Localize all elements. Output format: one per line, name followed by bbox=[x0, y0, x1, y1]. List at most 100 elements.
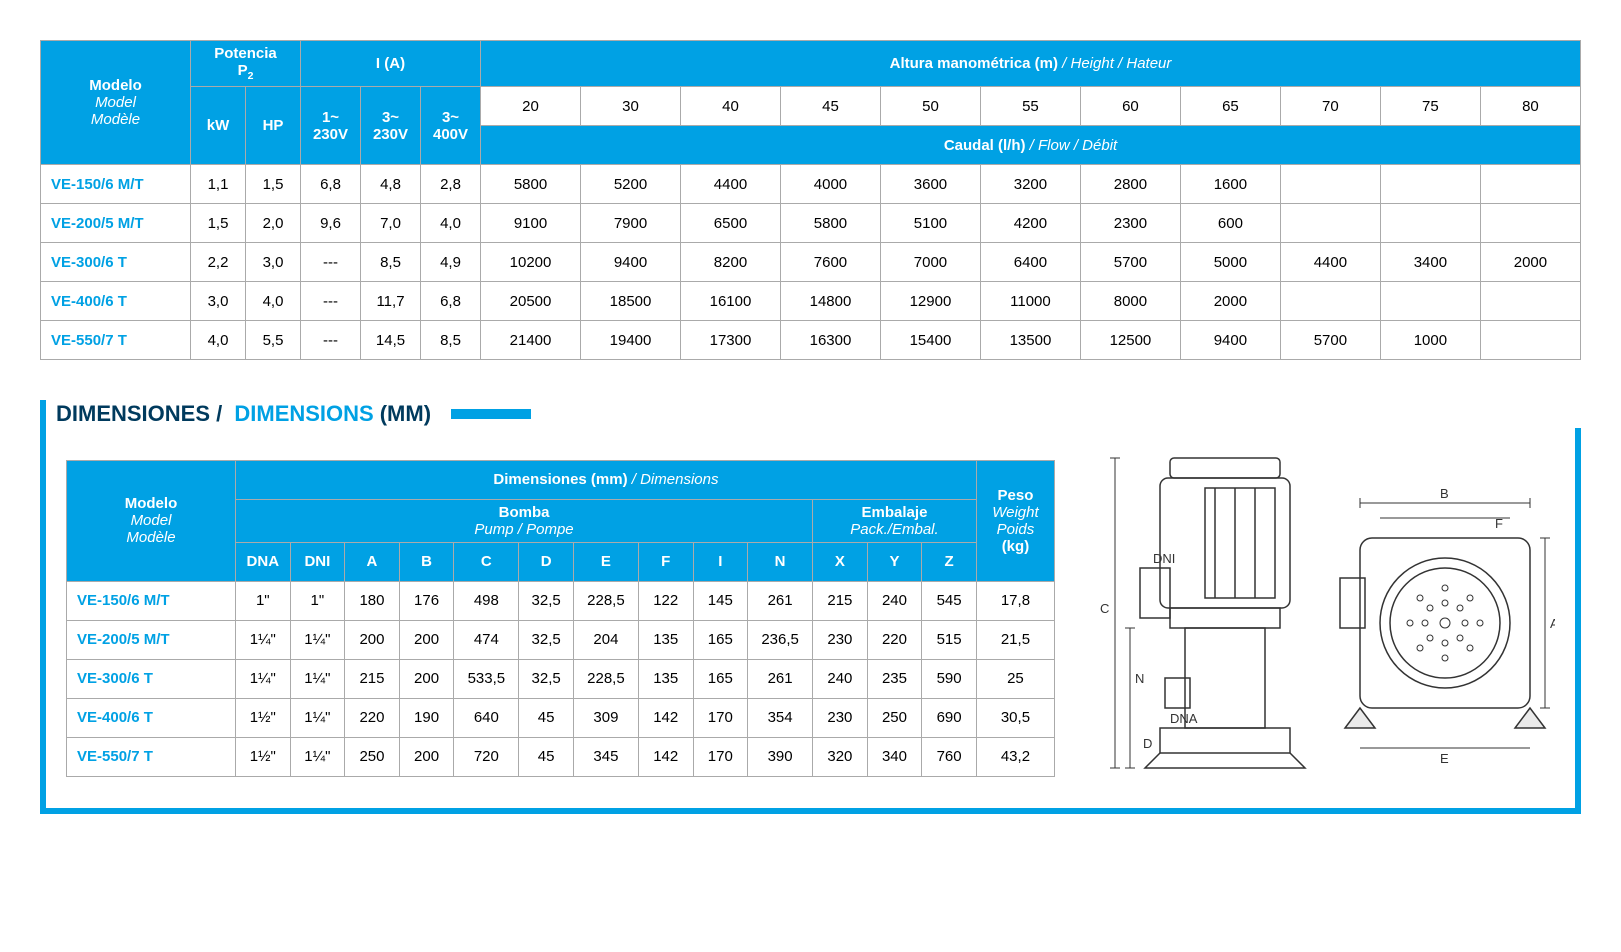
cell: 21400 bbox=[481, 321, 581, 360]
cell bbox=[1280, 165, 1380, 204]
cell: 230 bbox=[813, 698, 868, 737]
table-row: VE-200/5 M/T1,52,09,67,04,09100790065005… bbox=[41, 204, 1581, 243]
cell: 2800 bbox=[1080, 165, 1180, 204]
cell: 1,5 bbox=[246, 165, 301, 204]
cell: 5700 bbox=[1080, 243, 1180, 282]
cell: 240 bbox=[813, 659, 868, 698]
dim-col-x: X bbox=[813, 542, 868, 581]
table-row: VE-550/7 T4,05,5---14,58,521400194001730… bbox=[41, 321, 1581, 360]
cell: 142 bbox=[638, 698, 693, 737]
cell: 9100 bbox=[481, 204, 581, 243]
cell: 165 bbox=[693, 659, 748, 698]
table-row: VE-300/6 T2,23,0---8,54,9102009400820076… bbox=[41, 243, 1581, 282]
diag-label-dna: DNA bbox=[1170, 711, 1198, 726]
cell: 309 bbox=[573, 698, 638, 737]
cell: 250 bbox=[867, 698, 922, 737]
cell: 16300 bbox=[780, 321, 880, 360]
dimensions-table-wrap: ModeloModelModèle Dimensiones (mm) / Dim… bbox=[66, 460, 1055, 777]
cell: 190 bbox=[399, 698, 454, 737]
cell: 45 bbox=[519, 737, 574, 776]
cell: 760 bbox=[922, 737, 977, 776]
cell: 7600 bbox=[780, 243, 880, 282]
diag-label-dni: DNI bbox=[1153, 551, 1175, 566]
cell: 720 bbox=[454, 737, 519, 776]
hdr-model: Modelo Model Modèle bbox=[41, 41, 191, 165]
pump-diagram: C DNI N DNA D A B F E bbox=[1075, 448, 1555, 788]
cell bbox=[1280, 282, 1380, 321]
hv-2: 40 bbox=[681, 87, 781, 126]
dimensions-table: ModeloModelModèle Dimensiones (mm) / Dim… bbox=[66, 460, 1055, 777]
cell: 600 bbox=[1180, 204, 1280, 243]
cell: 1600 bbox=[1180, 165, 1280, 204]
dim-hdr-dims: Dimensiones (mm) / Dimensions bbox=[235, 460, 976, 499]
cell: 545 bbox=[922, 581, 977, 620]
cell: 204 bbox=[573, 620, 638, 659]
cell: --- bbox=[301, 282, 361, 321]
table-row: VE-400/6 T3,04,0---11,76,820500185001610… bbox=[41, 282, 1581, 321]
cell: 13500 bbox=[980, 321, 1080, 360]
cell: 1000 bbox=[1380, 321, 1480, 360]
cell: 17300 bbox=[681, 321, 781, 360]
cell: 2000 bbox=[1480, 243, 1580, 282]
hdr-c1: 1~230V bbox=[301, 87, 361, 165]
dim-col-y: Y bbox=[867, 542, 922, 581]
cell-kg: 25 bbox=[976, 659, 1054, 698]
cell: 15400 bbox=[880, 321, 980, 360]
cell: 3200 bbox=[980, 165, 1080, 204]
cell: 6500 bbox=[681, 204, 781, 243]
cell: 228,5 bbox=[573, 581, 638, 620]
cell: 9400 bbox=[581, 243, 681, 282]
cell: 145 bbox=[693, 581, 748, 620]
table-row: VE-200/5 M/T1¼"1¼"20020047432,5204135165… bbox=[67, 620, 1055, 659]
hdr-c2: 3~230V bbox=[361, 87, 421, 165]
cell: 1" bbox=[290, 581, 345, 620]
diag-label-n: N bbox=[1135, 671, 1144, 686]
cell-model: VE-300/6 T bbox=[67, 659, 236, 698]
cell: 1¼" bbox=[290, 698, 345, 737]
cell bbox=[1280, 204, 1380, 243]
table-row: VE-150/6 M/T1,11,56,84,82,85800520044004… bbox=[41, 165, 1581, 204]
cell: VE-200/5 M/T bbox=[41, 204, 191, 243]
cell: 2,0 bbox=[246, 204, 301, 243]
cell: 32,5 bbox=[519, 659, 574, 698]
cell: 4400 bbox=[1280, 243, 1380, 282]
diag-label-b: B bbox=[1440, 486, 1449, 501]
cell: 200 bbox=[399, 620, 454, 659]
cell: 1¼" bbox=[290, 659, 345, 698]
cell: 20500 bbox=[481, 282, 581, 321]
cell: 6,8 bbox=[421, 282, 481, 321]
title-left-bar bbox=[40, 400, 46, 428]
cell: 1¼" bbox=[235, 659, 290, 698]
cell: 474 bbox=[454, 620, 519, 659]
cell: 12900 bbox=[880, 282, 980, 321]
cell: 215 bbox=[813, 581, 868, 620]
table-row: VE-550/7 T1½"1¼"250200720453451421703903… bbox=[67, 737, 1055, 776]
cell: 135 bbox=[638, 620, 693, 659]
cell: 5100 bbox=[880, 204, 980, 243]
cell: 10200 bbox=[481, 243, 581, 282]
cell: 236,5 bbox=[748, 620, 813, 659]
cell: 12500 bbox=[1080, 321, 1180, 360]
cell: 19400 bbox=[581, 321, 681, 360]
cell: 498 bbox=[454, 581, 519, 620]
cell: 261 bbox=[748, 581, 813, 620]
cell: 32,5 bbox=[519, 581, 574, 620]
hv-1: 30 bbox=[581, 87, 681, 126]
cell: 1¼" bbox=[290, 737, 345, 776]
dim-hdr-weight: Peso Weight Poids (kg) bbox=[976, 460, 1054, 581]
cell: 180 bbox=[345, 581, 400, 620]
cell: 3600 bbox=[880, 165, 980, 204]
cell-kg: 21,5 bbox=[976, 620, 1054, 659]
cell: 515 bbox=[922, 620, 977, 659]
cell: 176 bbox=[399, 581, 454, 620]
cell: 6,8 bbox=[301, 165, 361, 204]
cell: 170 bbox=[693, 737, 748, 776]
cell: 122 bbox=[638, 581, 693, 620]
cell: 220 bbox=[345, 698, 400, 737]
cell: 590 bbox=[922, 659, 977, 698]
diag-label-c: C bbox=[1100, 601, 1109, 616]
cell: --- bbox=[301, 243, 361, 282]
hv-3: 45 bbox=[780, 87, 880, 126]
cell: 5800 bbox=[481, 165, 581, 204]
hv-9: 75 bbox=[1380, 87, 1480, 126]
